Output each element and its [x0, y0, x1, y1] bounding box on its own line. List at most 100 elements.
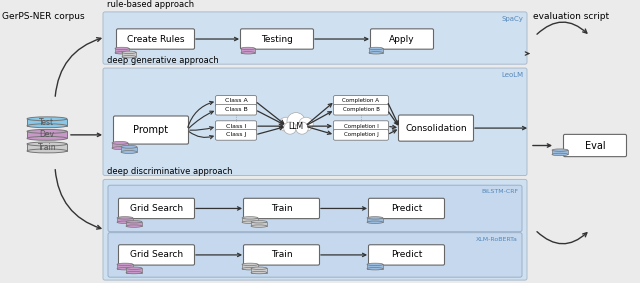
Ellipse shape	[117, 217, 133, 219]
Text: XLM-RoBERTa: XLM-RoBERTa	[476, 237, 518, 241]
Text: Completion J: Completion J	[344, 132, 378, 137]
Circle shape	[299, 117, 313, 131]
Bar	[369, 48, 383, 53]
Bar	[552, 150, 568, 155]
Circle shape	[296, 122, 308, 134]
Bar	[251, 222, 267, 226]
FancyBboxPatch shape	[243, 245, 319, 265]
FancyBboxPatch shape	[216, 104, 257, 115]
Text: deep generative approach: deep generative approach	[107, 56, 219, 65]
Circle shape	[287, 113, 305, 130]
Text: Class I: Class I	[226, 124, 246, 129]
Text: LeoLM: LeoLM	[501, 72, 523, 78]
Ellipse shape	[126, 220, 142, 223]
Ellipse shape	[367, 263, 383, 265]
Ellipse shape	[251, 220, 267, 223]
FancyBboxPatch shape	[118, 198, 195, 218]
Bar	[27, 119, 67, 126]
Ellipse shape	[115, 47, 129, 50]
Text: Eval: Eval	[585, 141, 605, 151]
FancyBboxPatch shape	[103, 179, 527, 280]
FancyBboxPatch shape	[243, 198, 319, 218]
Ellipse shape	[251, 267, 267, 269]
Ellipse shape	[115, 52, 129, 54]
Bar	[367, 264, 383, 269]
Text: Dev: Dev	[40, 130, 54, 139]
Ellipse shape	[242, 267, 258, 270]
Text: Train: Train	[271, 250, 292, 260]
Bar	[242, 264, 258, 269]
Text: Predict: Predict	[391, 204, 422, 213]
FancyBboxPatch shape	[103, 12, 527, 64]
Text: Create Rules: Create Rules	[127, 35, 184, 44]
Text: Completion I: Completion I	[344, 124, 378, 129]
FancyBboxPatch shape	[216, 96, 257, 106]
FancyBboxPatch shape	[216, 121, 257, 132]
Text: Train: Train	[38, 143, 56, 152]
Bar	[112, 143, 128, 148]
FancyBboxPatch shape	[371, 29, 433, 49]
Ellipse shape	[126, 267, 142, 269]
Text: BiLSTM-CRF: BiLSTM-CRF	[481, 189, 518, 194]
Bar	[367, 218, 383, 222]
Ellipse shape	[121, 151, 137, 153]
Ellipse shape	[369, 47, 383, 50]
FancyBboxPatch shape	[333, 130, 388, 140]
Text: Class A: Class A	[225, 98, 248, 104]
Ellipse shape	[117, 267, 133, 270]
Ellipse shape	[27, 129, 67, 133]
FancyBboxPatch shape	[103, 68, 527, 175]
Ellipse shape	[121, 145, 137, 148]
FancyBboxPatch shape	[113, 116, 189, 144]
Bar	[117, 218, 133, 222]
Text: Prompt: Prompt	[133, 125, 168, 135]
Circle shape	[279, 117, 293, 131]
Bar	[126, 222, 142, 226]
Bar	[115, 48, 129, 53]
Ellipse shape	[251, 271, 267, 274]
Bar	[122, 52, 136, 57]
Text: Class J: Class J	[226, 132, 246, 137]
Text: Test: Test	[40, 118, 54, 127]
Ellipse shape	[122, 55, 136, 58]
Ellipse shape	[367, 221, 383, 224]
FancyBboxPatch shape	[116, 29, 195, 49]
Bar	[126, 268, 142, 273]
Ellipse shape	[242, 263, 258, 265]
Text: deep discriminative approach: deep discriminative approach	[107, 168, 232, 177]
Ellipse shape	[117, 263, 133, 265]
Text: Grid Search: Grid Search	[130, 250, 183, 260]
FancyBboxPatch shape	[563, 134, 627, 157]
FancyBboxPatch shape	[108, 233, 522, 277]
Ellipse shape	[242, 221, 258, 224]
Ellipse shape	[367, 217, 383, 219]
Text: Completion B: Completion B	[342, 107, 380, 112]
Text: Consolidation: Consolidation	[405, 124, 467, 133]
Bar	[251, 268, 267, 273]
Ellipse shape	[251, 225, 267, 227]
Text: evaluation script: evaluation script	[533, 12, 609, 21]
FancyBboxPatch shape	[369, 198, 445, 218]
Text: SpaCy: SpaCy	[501, 16, 523, 22]
Text: Apply: Apply	[389, 35, 415, 44]
Text: GerPS-NER corpus: GerPS-NER corpus	[2, 12, 84, 21]
Circle shape	[284, 122, 296, 134]
Bar	[241, 48, 255, 53]
FancyBboxPatch shape	[108, 185, 522, 232]
FancyBboxPatch shape	[118, 245, 195, 265]
FancyBboxPatch shape	[399, 115, 474, 141]
Text: Predict: Predict	[391, 250, 422, 260]
Ellipse shape	[242, 217, 258, 219]
Ellipse shape	[369, 52, 383, 54]
FancyBboxPatch shape	[333, 96, 388, 106]
Ellipse shape	[122, 51, 136, 53]
Text: Train: Train	[271, 204, 292, 213]
Ellipse shape	[27, 142, 67, 146]
FancyBboxPatch shape	[333, 121, 388, 132]
Bar	[121, 147, 137, 152]
FancyBboxPatch shape	[333, 104, 388, 115]
Text: Testing: Testing	[261, 35, 293, 44]
Bar	[117, 264, 133, 269]
Ellipse shape	[552, 153, 568, 156]
Text: rule-based approach: rule-based approach	[107, 0, 194, 9]
